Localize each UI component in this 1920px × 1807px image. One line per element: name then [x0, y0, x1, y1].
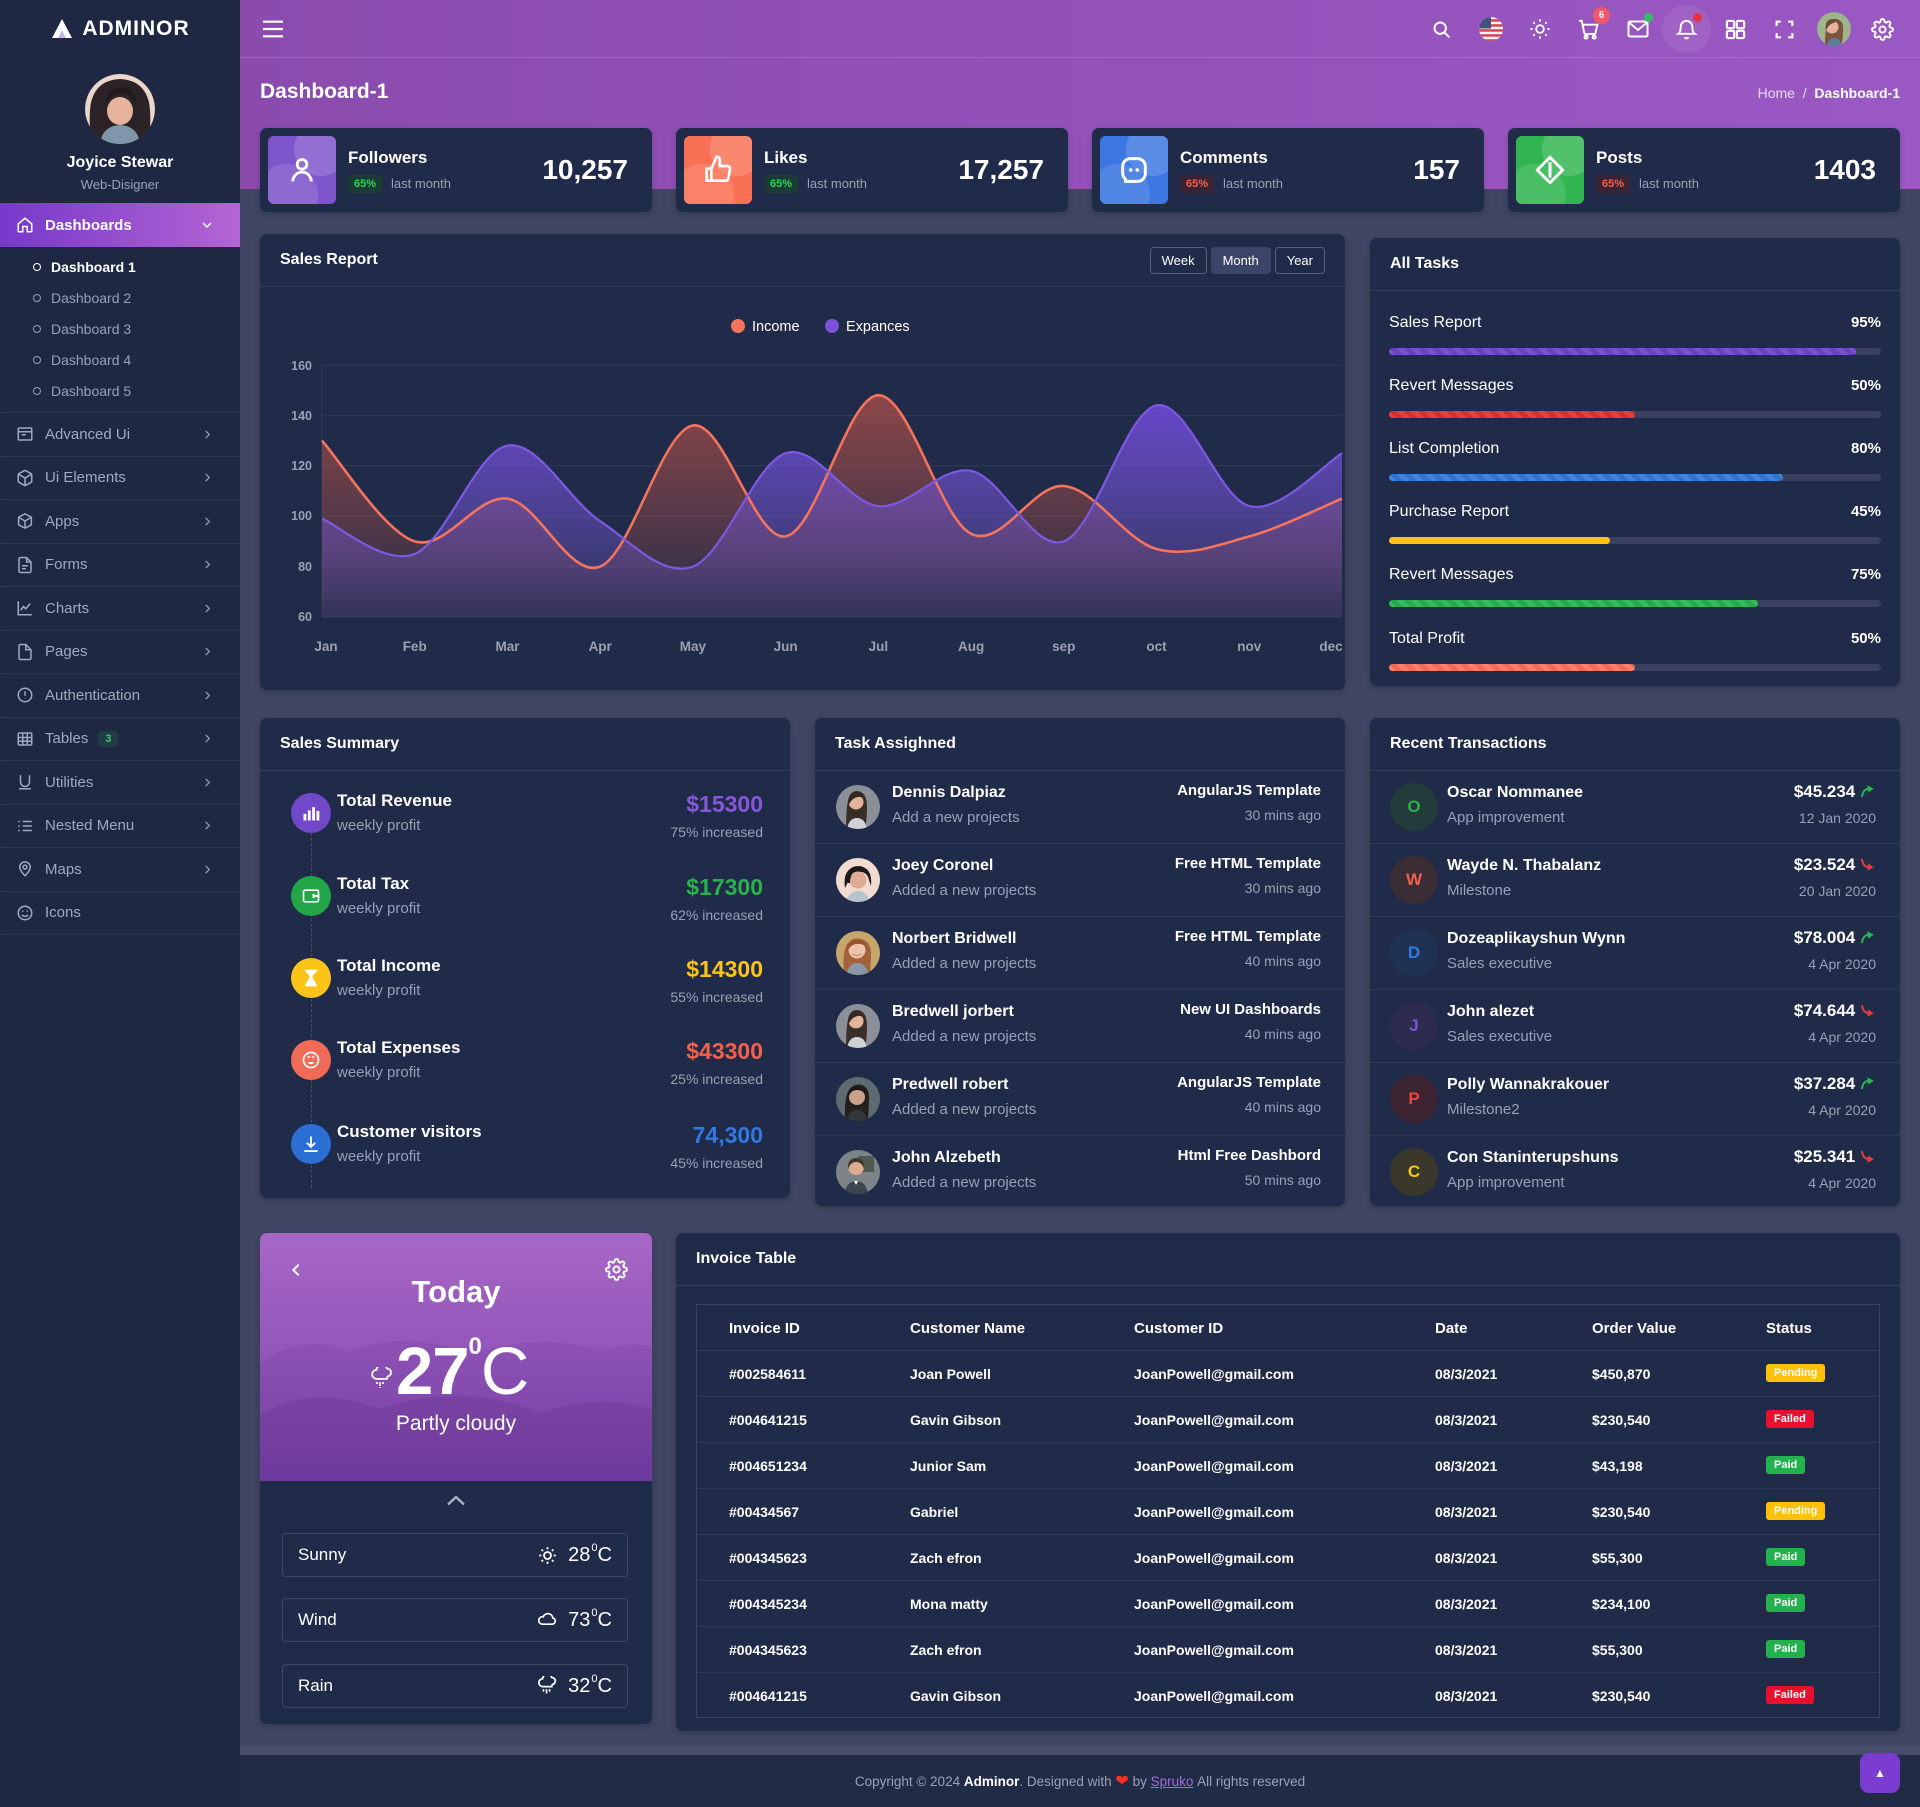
svg-text:oct: oct: [1146, 639, 1167, 654]
svg-text:60: 60: [298, 610, 312, 624]
svg-text:140: 140: [291, 409, 312, 423]
svg-text:Jan: Jan: [314, 639, 337, 654]
svg-text:dec: dec: [1319, 639, 1343, 654]
svg-text:160: 160: [291, 359, 312, 373]
svg-text:May: May: [680, 639, 707, 654]
svg-text:Feb: Feb: [403, 639, 427, 654]
svg-text:Jun: Jun: [774, 639, 798, 654]
svg-text:Income: Income: [752, 319, 800, 335]
svg-text:Apr: Apr: [589, 639, 613, 654]
svg-text:Aug: Aug: [958, 639, 984, 654]
svg-text:Jul: Jul: [869, 639, 889, 654]
svg-text:nov: nov: [1237, 639, 1261, 654]
svg-text:Expances: Expances: [846, 319, 910, 335]
svg-text:80: 80: [298, 560, 312, 574]
svg-text:sep: sep: [1052, 639, 1075, 654]
svg-text:100: 100: [291, 509, 312, 523]
svg-text:120: 120: [291, 459, 312, 473]
svg-text:Mar: Mar: [495, 639, 520, 654]
